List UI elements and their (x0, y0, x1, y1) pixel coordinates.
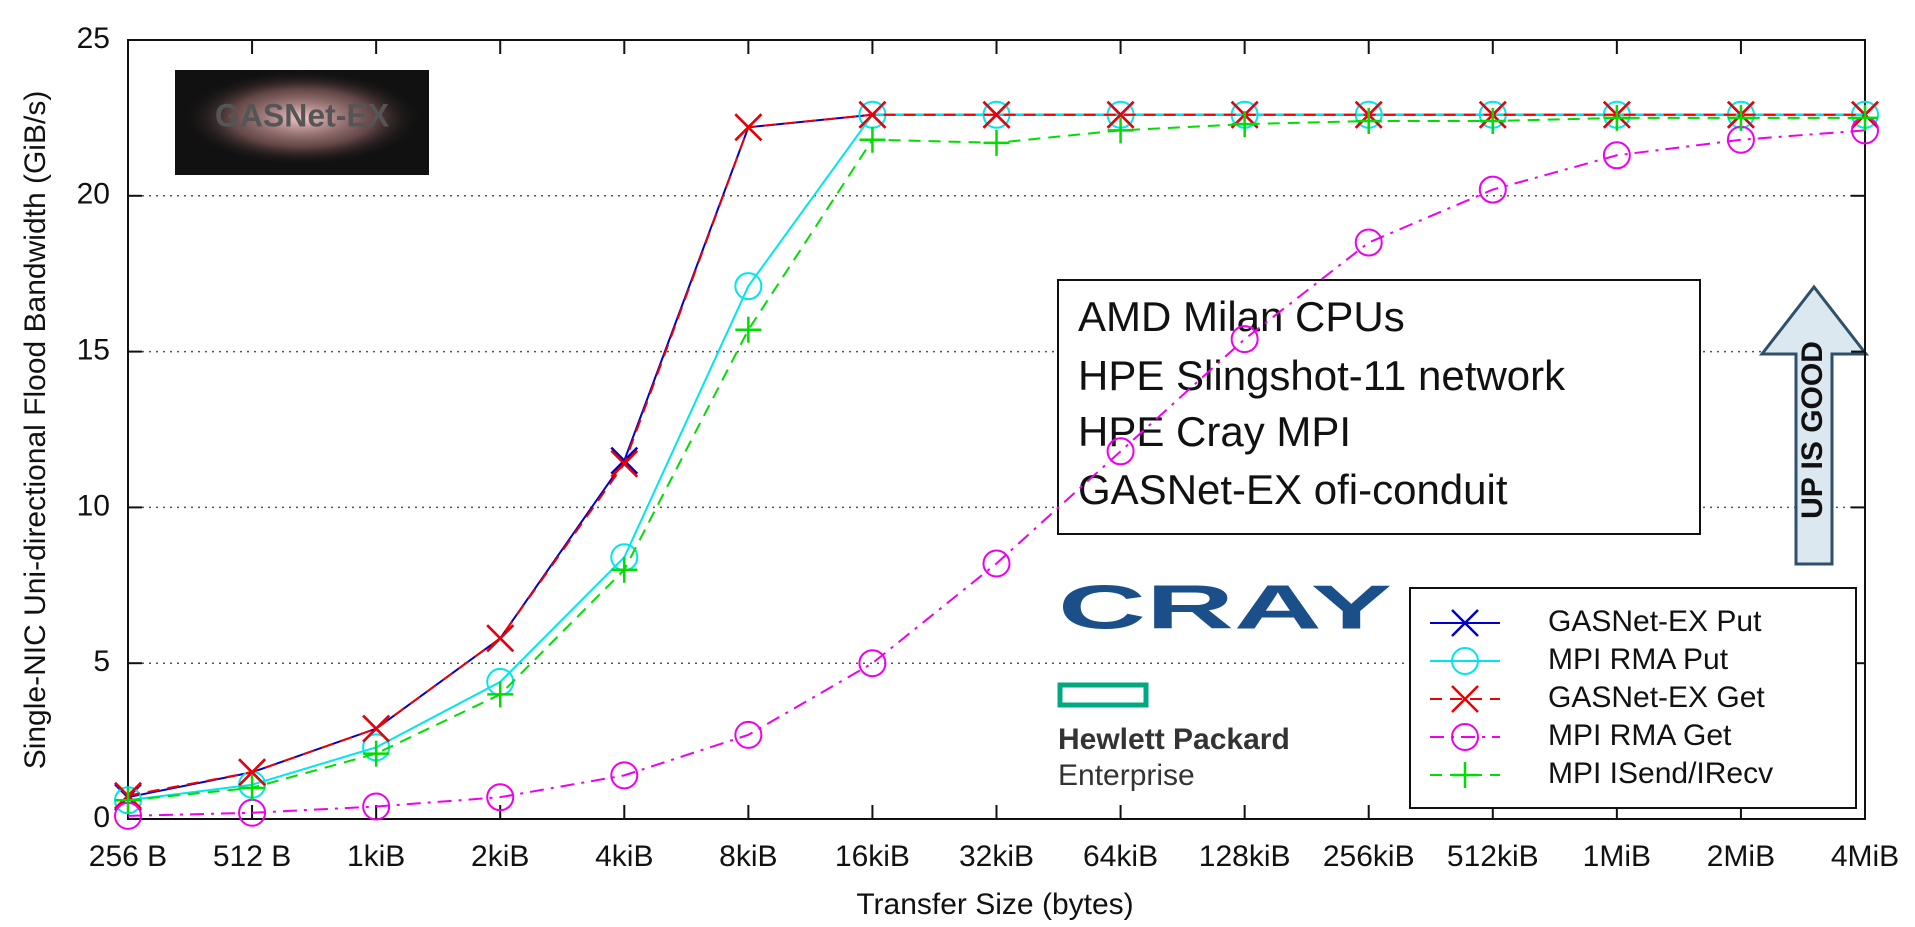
x-tick-label: 2kiB (471, 840, 529, 873)
x-tick-label: 64kiB (1083, 840, 1158, 873)
point (1852, 104, 1878, 131)
point (115, 787, 141, 814)
callout: UP IS GOOD (1796, 341, 1829, 519)
logo-glow (182, 70, 422, 166)
y-axis-label: Single-NIC Uni-directional Flood Bandwid… (19, 91, 52, 770)
x-axis-label: Transfer Size (bytes) (856, 888, 1133, 921)
point (1106, 437, 1135, 466)
point (1451, 685, 1479, 713)
point (486, 783, 515, 812)
point (1451, 647, 1479, 675)
point (1107, 117, 1134, 144)
legend-box (1409, 587, 1857, 809)
legend-label: MPI RMA Put (1548, 643, 1729, 676)
annotation: HPE Cray MPI (1078, 408, 1351, 455)
point (735, 316, 762, 343)
hpe-logo-mark (1057, 682, 1149, 708)
gasnet-logo: GASNet-EX (215, 97, 390, 133)
point (859, 126, 886, 153)
y-tick-label: 15 (77, 334, 110, 367)
x-tick-label: 512kiB (1447, 840, 1539, 873)
point (1106, 100, 1135, 129)
annotation-box (1057, 279, 1701, 535)
callout-arrow (1758, 284, 1870, 566)
point (1354, 228, 1383, 257)
point (1451, 723, 1479, 751)
x-tick-label: 512 B (213, 840, 291, 873)
y-tick-label: 0 (93, 801, 110, 834)
x-tick-label: 2MiB (1707, 840, 1775, 873)
x-tick-label: 16kiB (835, 840, 910, 873)
x-tick-label: 1MiB (1583, 840, 1651, 873)
point (1479, 108, 1506, 135)
x-tick-label: 32kiB (959, 840, 1034, 873)
point (1231, 111, 1258, 138)
y-tick-label: 5 (93, 645, 110, 678)
y-tick-label: 20 (77, 178, 110, 211)
point (982, 100, 1011, 129)
point (1727, 104, 1754, 131)
point (611, 556, 638, 583)
x-tick-label: 4kiB (595, 840, 653, 873)
hpe-logo: Hewlett Packard (1058, 723, 1290, 756)
x-tick-label: 4MiB (1831, 840, 1899, 873)
point (734, 720, 763, 749)
series-line (127, 129, 1866, 817)
point (1478, 175, 1507, 204)
point (1355, 108, 1382, 135)
x-tick-label: 1kiB (347, 840, 405, 873)
point (734, 113, 763, 142)
point (487, 681, 514, 708)
x-tick-label: 8kiB (719, 840, 777, 873)
annotation: HPE Slingshot-11 network (1078, 352, 1566, 399)
point (858, 100, 887, 129)
point (363, 740, 390, 767)
point (1230, 325, 1259, 354)
y-tick-label: 25 (77, 22, 110, 55)
cray-logo: CRAY (1058, 573, 1392, 642)
point (362, 714, 391, 743)
point (239, 774, 266, 801)
point (734, 272, 763, 301)
x-tick-label: 256 B (89, 840, 167, 873)
point (983, 129, 1010, 156)
annotation: AMD Milan CPUs (1078, 293, 1405, 340)
point (982, 549, 1011, 578)
point (1452, 762, 1478, 788)
x-tick-label: 256kiB (1323, 840, 1415, 873)
legend-label: MPI RMA Get (1548, 719, 1732, 752)
axes (128, 195, 1865, 664)
series-line (127, 113, 1865, 797)
hpe-logo: Enterprise (1058, 759, 1195, 792)
point (238, 758, 266, 787)
point (362, 792, 391, 821)
y-tick-label: 10 (77, 489, 110, 522)
point (486, 624, 515, 653)
annotation: GASNet-EX ofi-conduit (1078, 466, 1508, 513)
legend-label: MPI ISend/IRecv (1548, 757, 1773, 790)
x-tick-label: 128kiB (1199, 840, 1291, 873)
legend-label: GASNet-EX Get (1548, 681, 1765, 714)
point (610, 761, 639, 790)
point (1602, 141, 1631, 170)
point (610, 449, 639, 478)
legend-label: GASNet-EX Put (1548, 605, 1762, 638)
point (1451, 609, 1479, 637)
point (610, 446, 639, 475)
plot-frame (127, 39, 1866, 820)
point (858, 649, 887, 678)
point (1603, 104, 1630, 131)
